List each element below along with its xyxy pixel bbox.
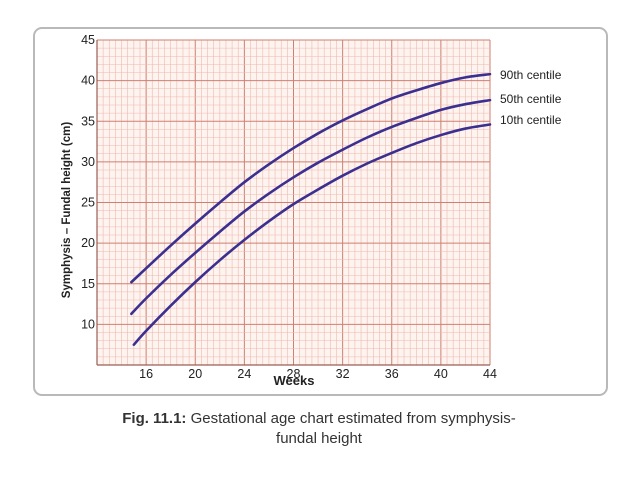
y-tick-label: 35 (81, 114, 95, 128)
y-tick-label: 30 (81, 155, 95, 169)
y-tick-label: 25 (81, 196, 95, 210)
x-tick-label: 24 (237, 367, 251, 381)
legend-label-1: 90th centile (500, 68, 562, 82)
x-tick-label: 40 (434, 367, 448, 381)
y-tick-label: 40 (81, 74, 95, 88)
series-line-3 (132, 123, 492, 346)
figure-caption: Fig. 11.1: Gestational age chart estimat… (0, 409, 638, 449)
series-line-2 (130, 98, 492, 316)
caption-text-line1: Gestational age chart estimated from sym… (190, 410, 516, 427)
y-axis-ticks: 10 15 20 25 30 35 40 45 (81, 33, 95, 331)
series-line-1 (130, 72, 492, 284)
x-tick-label: 16 (139, 367, 153, 381)
y-tick-label: 10 (81, 317, 95, 331)
y-tick-label: 45 (81, 33, 95, 47)
y-tick-label: 15 (81, 277, 95, 291)
chart-legend: 90th centile 50th centile 10th centile (500, 68, 562, 127)
legend-label-2: 50th centile (500, 92, 562, 106)
x-axis-ticks: 16 20 24 28 32 36 40 44 (139, 367, 497, 381)
y-axis-label: Symphysis – Fundal height (cm) (61, 122, 73, 299)
x-tick-label: 28 (287, 367, 301, 381)
caption-label: Fig. 11.1: (122, 410, 187, 427)
legend-label-3: 10th centile (500, 113, 562, 127)
x-tick-label: 44 (483, 367, 497, 381)
x-tick-label: 36 (385, 367, 399, 381)
caption-text-line2: fundal height (276, 430, 362, 447)
x-tick-label: 32 (336, 367, 350, 381)
chart-grid (96, 39, 491, 366)
x-tick-label: 20 (188, 367, 202, 381)
chart-series (130, 72, 492, 346)
x-axis-label: Weeks (274, 373, 315, 388)
y-tick-label: 20 (81, 236, 95, 250)
